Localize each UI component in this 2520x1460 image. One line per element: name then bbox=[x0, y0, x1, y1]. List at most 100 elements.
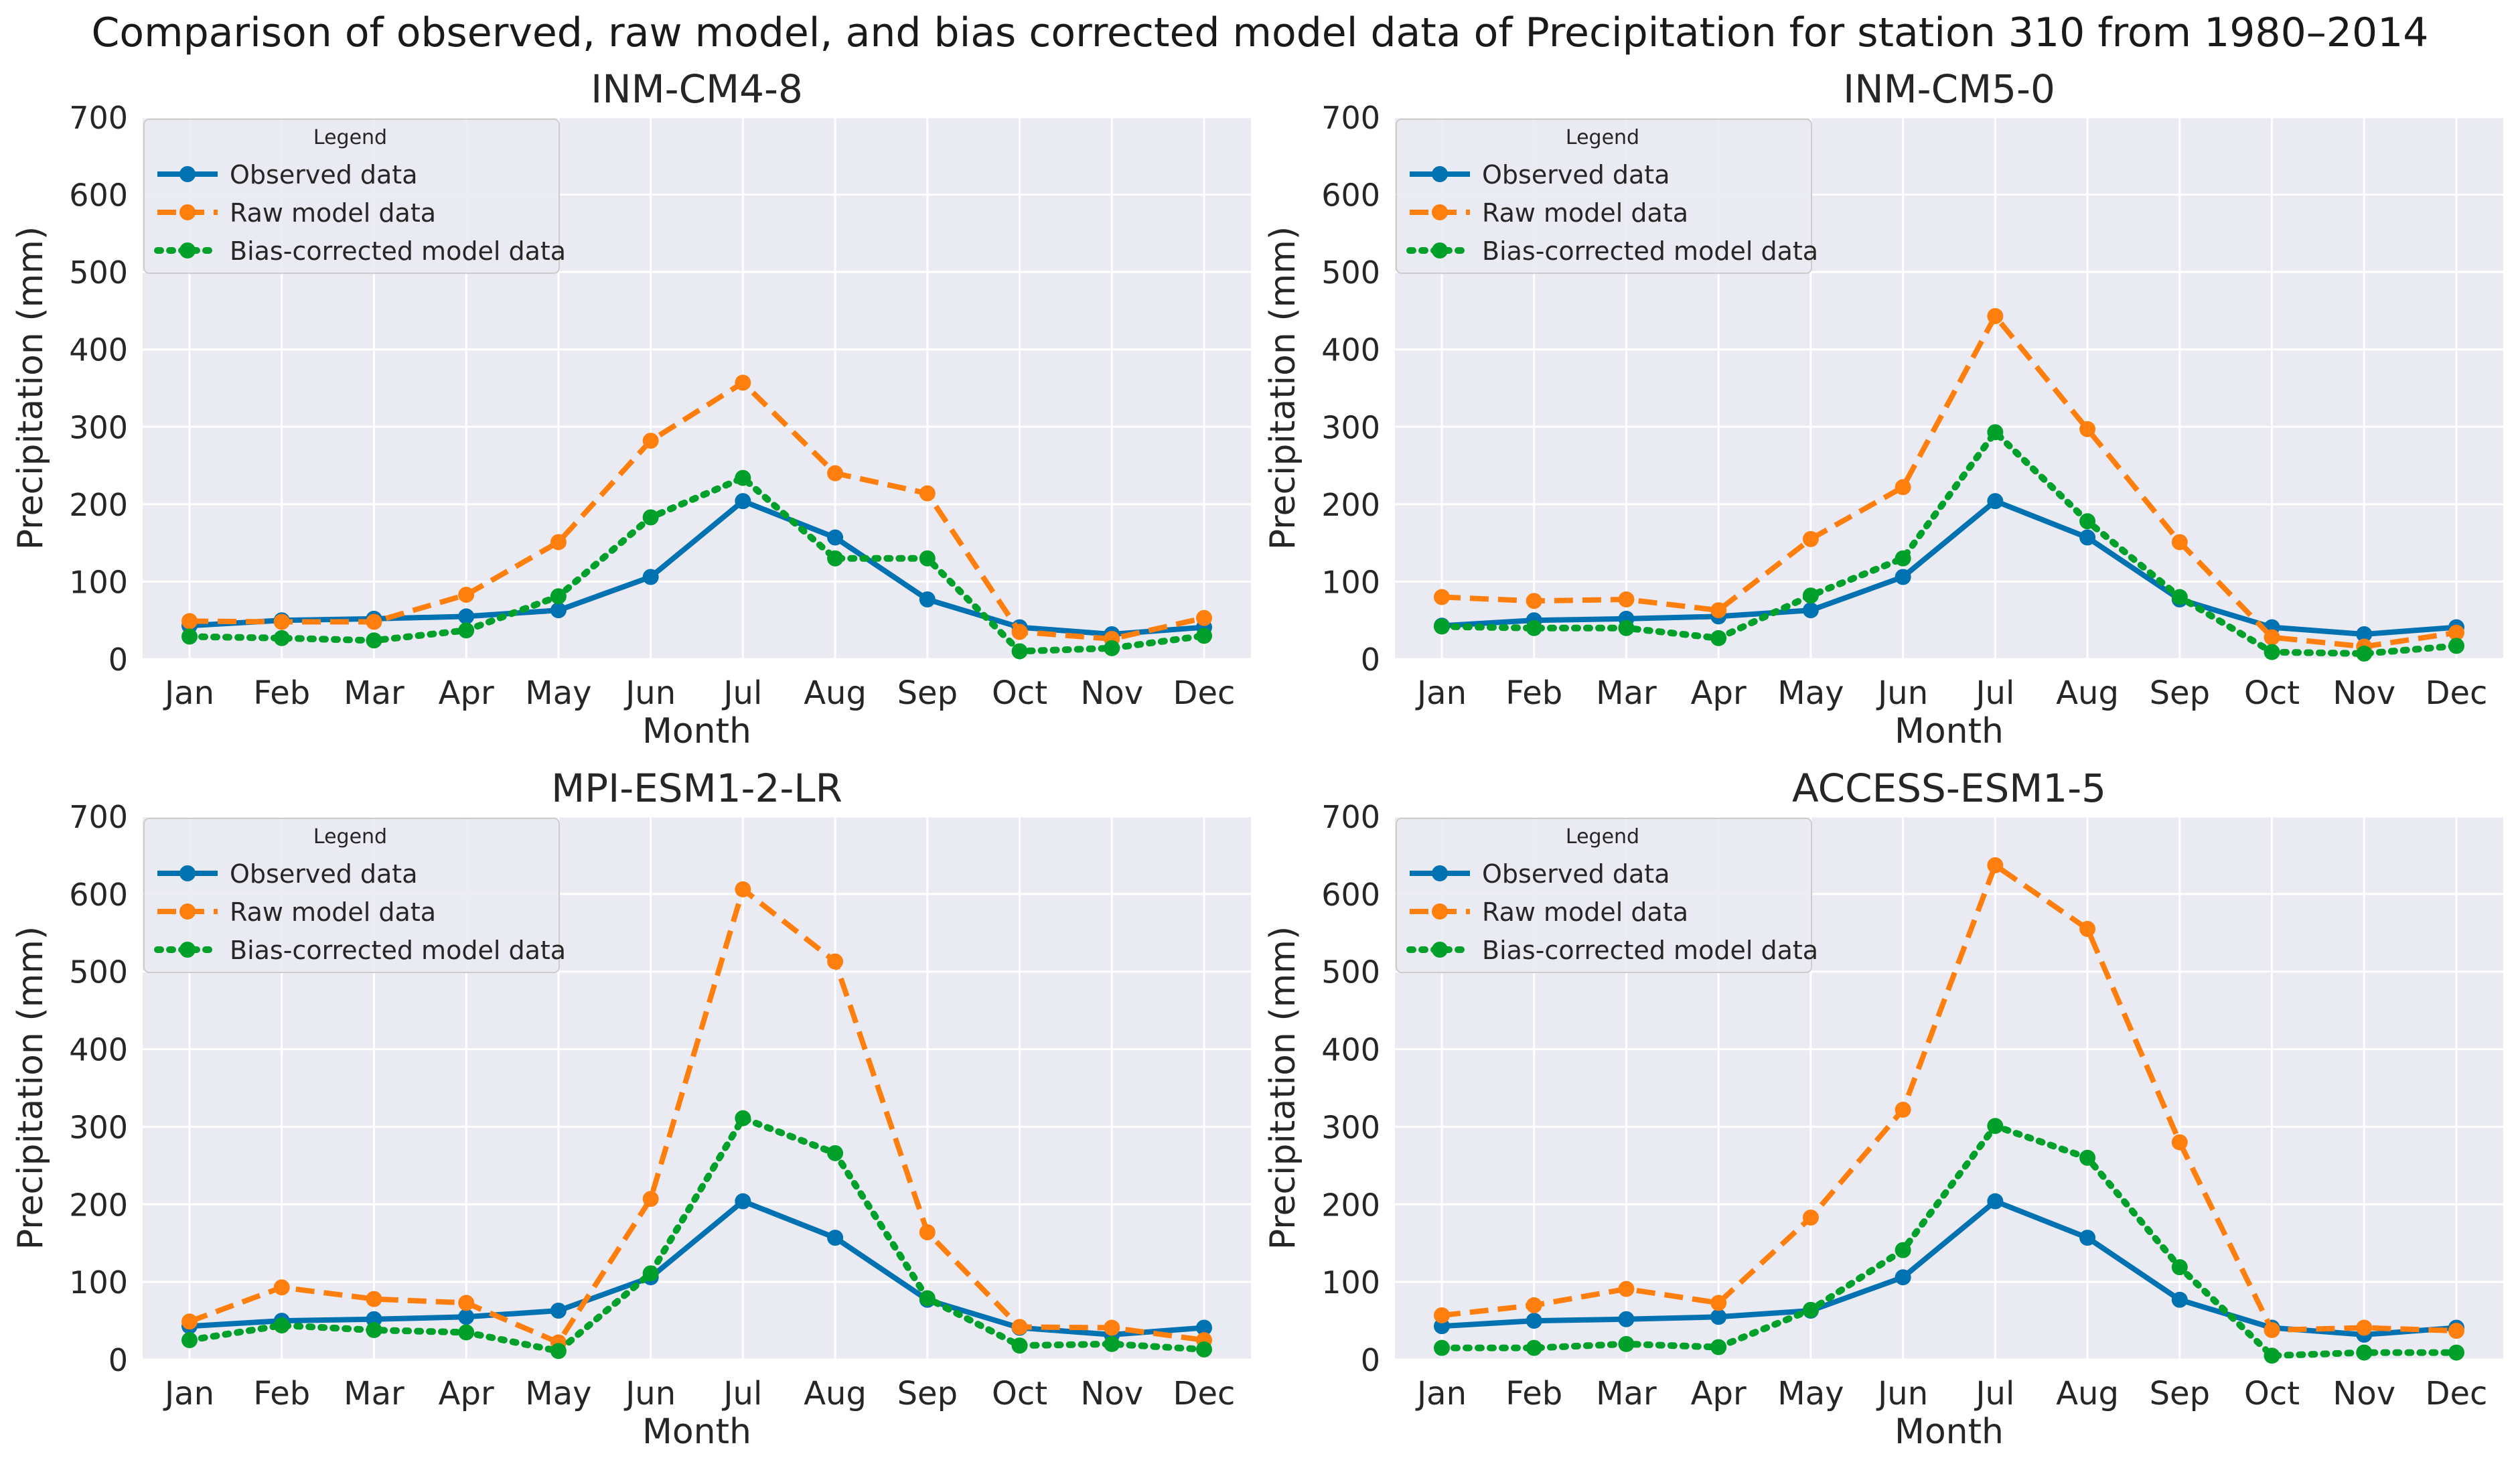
y-axis-label: Precipitation (mm) bbox=[11, 226, 51, 550]
data-point bbox=[1987, 424, 2004, 441]
data-point bbox=[1011, 624, 1028, 640]
x-tick-label: Mar bbox=[344, 674, 404, 712]
data-point bbox=[2171, 534, 2188, 551]
data-point bbox=[458, 608, 475, 625]
x-tick-label: Jun bbox=[623, 674, 676, 712]
data-point bbox=[827, 953, 844, 970]
data-point bbox=[1434, 618, 1450, 635]
y-tick-label: 700 bbox=[1321, 799, 1380, 835]
series-line bbox=[189, 380, 1205, 642]
x-tick-label: Apr bbox=[439, 1375, 494, 1412]
data-point bbox=[1011, 1337, 1028, 1354]
data-point bbox=[642, 569, 659, 585]
legend-box bbox=[1396, 119, 1812, 274]
data-point bbox=[550, 534, 567, 551]
data-point bbox=[919, 591, 936, 608]
legend-label: Observed data bbox=[1482, 160, 1670, 190]
y-axis-label: Precipitation (mm) bbox=[11, 926, 51, 1250]
series-line bbox=[189, 498, 1205, 637]
data-point bbox=[366, 1291, 382, 1307]
data-point bbox=[827, 550, 844, 567]
y-tick-label: 0 bbox=[108, 642, 128, 678]
data-point bbox=[642, 1265, 659, 1282]
legend-box bbox=[1396, 818, 1812, 973]
chart-panel: 0 100 200 300 400 500 600 700 Jan Feb Mar Apr May Jun… bbox=[11, 66, 1251, 751]
x-tick-label: Aug bbox=[804, 674, 867, 712]
panel-title: MPI-ESM1-2-LR bbox=[551, 765, 842, 811]
chart-panel: 0 100 200 300 400 500 600 700 Jan Feb Mar Apr May Jun… bbox=[1263, 66, 2503, 751]
series-line bbox=[1441, 863, 2457, 1334]
data-point bbox=[550, 602, 567, 619]
y-tick-label: 200 bbox=[1321, 1187, 1380, 1223]
legend-label: Raw model data bbox=[1482, 897, 1688, 927]
y-tick-label: 500 bbox=[69, 954, 128, 991]
legend-box bbox=[143, 818, 560, 973]
data-point bbox=[2264, 1321, 2280, 1338]
data-point bbox=[458, 1324, 475, 1341]
legend-marker bbox=[179, 204, 196, 220]
legend-label: Bias-corrected model data bbox=[1482, 236, 1818, 266]
x-tick-label: Jan bbox=[163, 1375, 214, 1412]
data-point bbox=[1987, 1118, 2004, 1135]
legend-title: Legend bbox=[313, 825, 387, 849]
data-point bbox=[2448, 638, 2464, 654]
x-tick-label: Feb bbox=[1505, 1375, 1562, 1412]
data-point bbox=[827, 1145, 844, 1161]
data-point bbox=[2356, 1319, 2373, 1336]
legend-label: Bias-corrected model data bbox=[1482, 936, 1818, 965]
y-tick-label: 500 bbox=[69, 254, 128, 291]
x-tick-label: Jul bbox=[721, 674, 762, 712]
x-tick-label: Sep bbox=[2150, 1375, 2210, 1412]
data-point bbox=[2079, 1230, 2096, 1246]
data-point bbox=[1802, 602, 1819, 619]
data-point bbox=[181, 613, 198, 630]
x-tick-label: Feb bbox=[253, 1375, 310, 1412]
data-point bbox=[1802, 530, 1819, 547]
data-point bbox=[1104, 640, 1120, 656]
legend-box bbox=[143, 119, 560, 274]
series-line bbox=[1441, 1198, 2457, 1337]
legend-marker bbox=[179, 942, 196, 958]
y-tick-label: 300 bbox=[69, 409, 128, 445]
x-tick-label: Jan bbox=[1415, 674, 1467, 712]
y-tick-label: 700 bbox=[69, 799, 128, 835]
data-point bbox=[735, 1110, 751, 1126]
series-line bbox=[186, 1114, 1207, 1355]
data-point bbox=[1526, 619, 1542, 636]
data-point bbox=[1895, 1101, 1911, 1118]
y-tick-label: 300 bbox=[1321, 1109, 1380, 1145]
data-point bbox=[458, 1295, 475, 1311]
data-point bbox=[1011, 643, 1028, 660]
data-point bbox=[1710, 1339, 1727, 1356]
data-point bbox=[1618, 1335, 1635, 1352]
data-point bbox=[273, 613, 290, 630]
data-point bbox=[181, 1332, 198, 1349]
y-tick-label: 100 bbox=[1321, 1264, 1380, 1301]
y-tick-label: 100 bbox=[69, 564, 128, 600]
y-tick-label: 400 bbox=[69, 332, 128, 368]
figure-title: Comparison of observed, raw model, and b… bbox=[91, 9, 2429, 56]
x-axis-label: Month bbox=[642, 1412, 751, 1452]
legend-marker bbox=[179, 903, 196, 920]
data-point bbox=[2264, 644, 2280, 660]
data-point bbox=[2356, 645, 2373, 662]
data-point bbox=[735, 493, 751, 510]
x-tick-label: Jun bbox=[1876, 674, 1928, 712]
legend-marker bbox=[1432, 903, 1448, 920]
y-tick-label: 400 bbox=[1321, 332, 1380, 368]
x-tick-label: May bbox=[525, 1375, 591, 1412]
legend-marker bbox=[179, 865, 196, 881]
series-line bbox=[1438, 429, 2460, 657]
data-point bbox=[1104, 1319, 1120, 1336]
chart-panel: 0 100 200 300 400 500 600 700 Jan Feb Mar Apr May Jun… bbox=[11, 765, 1251, 1452]
y-tick-label: 600 bbox=[69, 877, 128, 913]
y-tick-label: 100 bbox=[69, 1264, 128, 1301]
data-point bbox=[1802, 1209, 1819, 1226]
x-tick-label: Mar bbox=[1596, 1375, 1657, 1412]
x-tick-label: Jul bbox=[1974, 1375, 2014, 1412]
data-point bbox=[2264, 629, 2280, 646]
data-point bbox=[458, 587, 475, 603]
data-point bbox=[1196, 1341, 1212, 1358]
data-point bbox=[1196, 1319, 1212, 1336]
y-tick-label: 700 bbox=[69, 100, 128, 136]
